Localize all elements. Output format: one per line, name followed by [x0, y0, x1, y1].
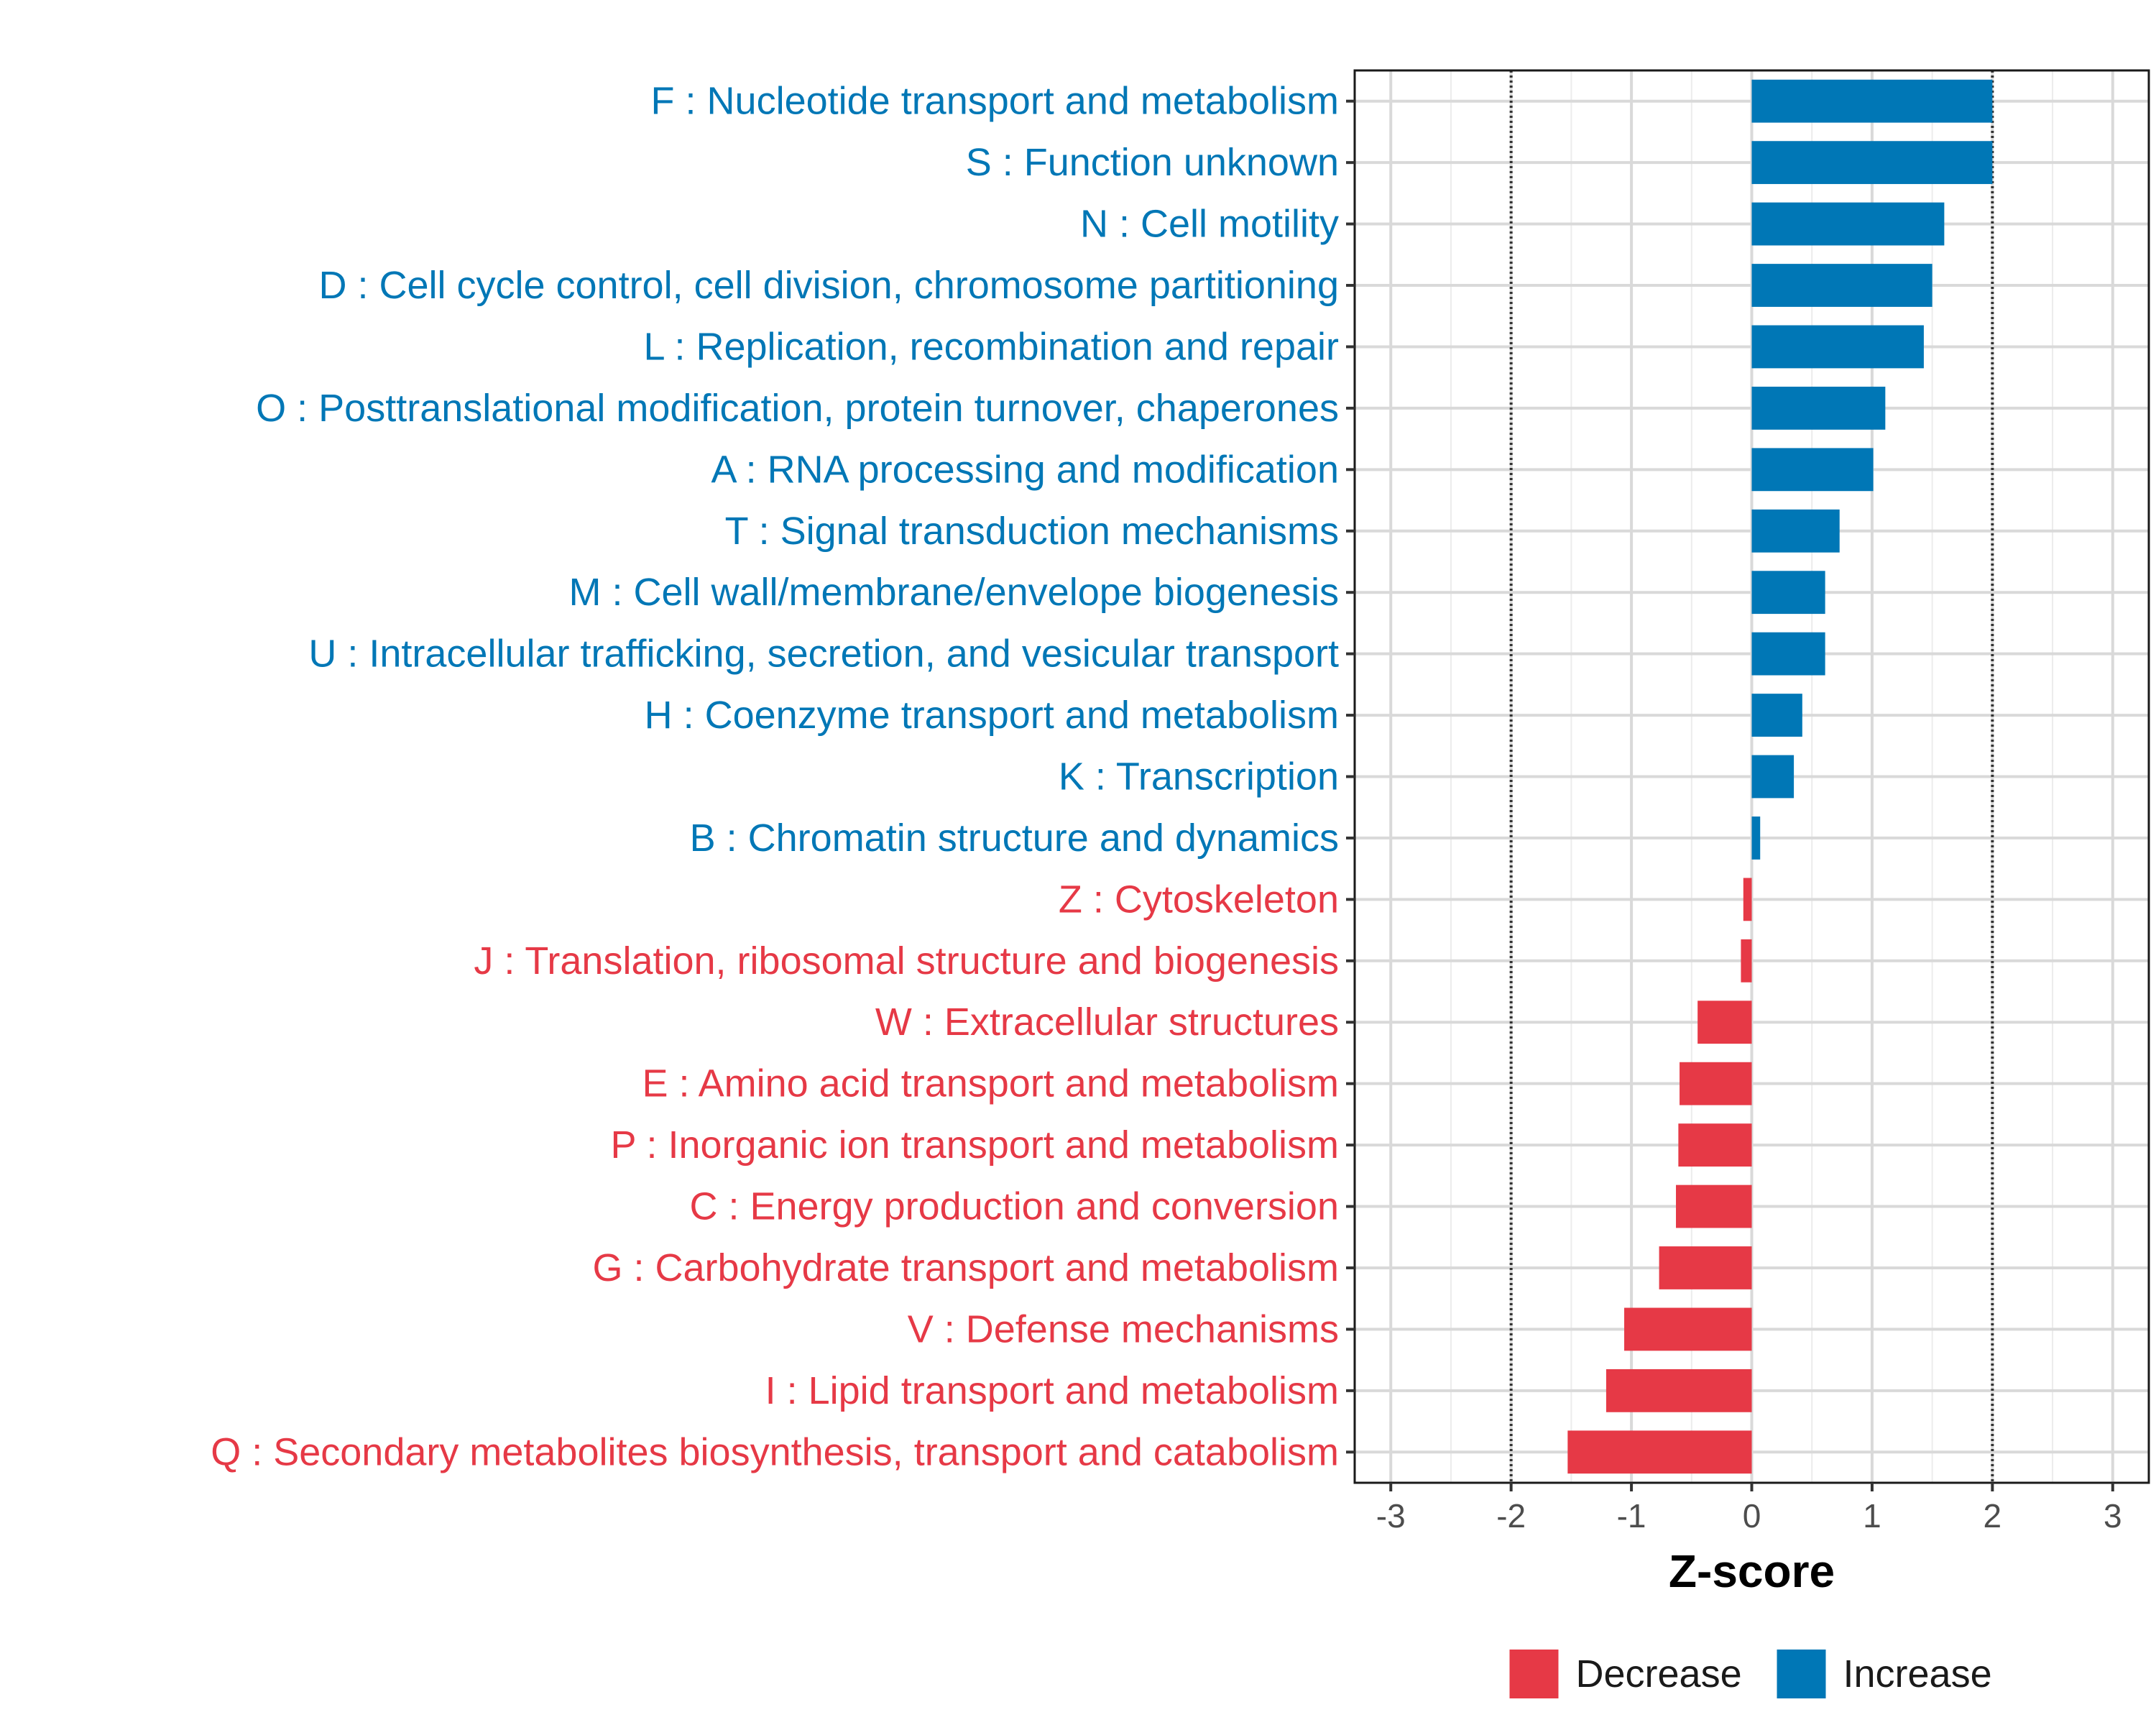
category-label: T : Signal transduction mechanisms — [725, 510, 1339, 553]
x-tick-label: 1 — [1863, 1497, 1881, 1535]
x-tick-label: 0 — [1743, 1497, 1761, 1535]
category-label: Q : Secondary metabolites biosynthesis, … — [211, 1430, 1339, 1473]
bars — [1567, 79, 1993, 1474]
category-label: B : Chromatin structure and dynamics — [690, 816, 1339, 860]
legend-label-decrease: Decrease — [1576, 1652, 1742, 1696]
bar-o — [1751, 386, 1886, 430]
legend-key-decrease — [1509, 1650, 1559, 1698]
bar-i — [1606, 1368, 1752, 1412]
category-label: V : Defense mechanisms — [908, 1307, 1339, 1351]
bar-w — [1697, 1000, 1752, 1044]
bar-j — [1741, 939, 1752, 983]
y-axis-ticks — [1346, 99, 1355, 1454]
category-labels: F : Nucleotide transport and metabolism S… — [211, 80, 1339, 1474]
category-label: L : Replication, recombination and repai… — [643, 325, 1339, 368]
bar-g — [1659, 1246, 1752, 1289]
bar-v — [1624, 1307, 1752, 1351]
category-label: N : Cell motility — [1080, 203, 1339, 246]
bar-b — [1751, 816, 1761, 860]
category-label: Z : Cytoskeleton — [1059, 878, 1339, 921]
bar-u — [1751, 632, 1825, 676]
bar-k — [1751, 755, 1795, 799]
bar-q — [1567, 1430, 1752, 1474]
category-label: G : Carbohydrate transport and metabolis… — [593, 1246, 1340, 1289]
category-label: P : Inorganic ion transport and metaboli… — [610, 1123, 1339, 1167]
bar-m — [1751, 571, 1825, 615]
category-label: M : Cell wall/membrane/envelope biogenes… — [568, 571, 1339, 614]
bar-d — [1751, 264, 1932, 307]
category-label: S : Function unknown — [966, 141, 1339, 184]
bar-p — [1678, 1123, 1752, 1167]
bar-h — [1751, 694, 1802, 737]
bar-l — [1751, 325, 1924, 369]
category-label: E : Amino acid transport and metabolism — [642, 1062, 1339, 1105]
category-label: I : Lipid transport and metabolism — [765, 1369, 1339, 1412]
legend-label-increase: Increase — [1843, 1652, 1992, 1696]
legend-key-increase — [1777, 1650, 1826, 1698]
x-tick-label: 3 — [2104, 1497, 2122, 1535]
category-label: D : Cell cycle control, cell division, c… — [318, 264, 1339, 307]
bar-t — [1751, 509, 1840, 553]
x-tick-label: -3 — [1376, 1497, 1406, 1535]
bar-z — [1743, 878, 1752, 921]
bar-c — [1676, 1184, 1752, 1228]
category-label: O : Posttranslational modification, prot… — [256, 387, 1339, 430]
bar-a — [1751, 448, 1874, 492]
category-label: C : Energy production and conversion — [689, 1185, 1339, 1228]
x-axis-ticks: -3 -2 -1 0 1 2 3 — [1376, 1483, 2122, 1535]
reference-lines — [1509, 70, 1994, 1483]
x-tick-label: 2 — [1984, 1497, 2002, 1535]
bar-e — [1680, 1062, 1752, 1105]
x-tick-label: -2 — [1496, 1497, 1526, 1535]
category-label: U : Intracellular trafficking, secretion… — [308, 632, 1339, 676]
category-label: A : RNA processing and modification — [711, 448, 1339, 491]
bar-f — [1751, 79, 1993, 123]
category-label: H : Coenzyme transport and metabolism — [645, 694, 1339, 737]
legend: Decrease Increase — [1509, 1650, 1992, 1698]
category-label: J : Translation, ribosomal structure and… — [474, 939, 1339, 983]
category-label: W : Extracellular structures — [875, 1000, 1339, 1044]
category-label: K : Transcription — [1059, 755, 1339, 799]
bar-s — [1751, 141, 1993, 185]
category-label: F : Nucleotide transport and metabolism — [651, 80, 1339, 123]
x-axis-title: Z-score — [1669, 1545, 1835, 1597]
bar-n — [1751, 202, 1945, 246]
x-tick-label: -1 — [1617, 1497, 1646, 1535]
